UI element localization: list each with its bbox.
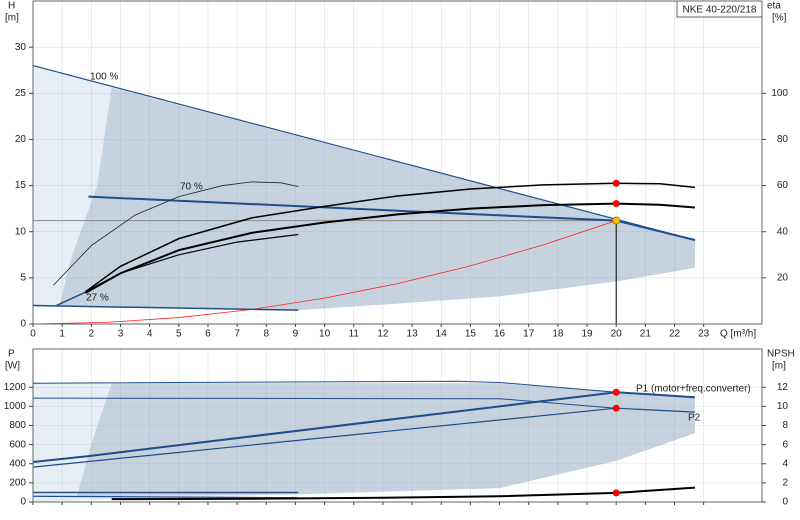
y-axis-label: P <box>8 349 15 360</box>
y-axis-label: H <box>8 1 15 12</box>
x-tick-label: 9 <box>293 329 299 340</box>
y-tick-label: 400 <box>9 458 26 469</box>
operating-point <box>612 404 620 412</box>
y-axis-unit: [m] <box>5 13 19 24</box>
x-tick-label: 0 <box>30 329 36 340</box>
annotation: P2 <box>688 413 701 424</box>
chart-title: NKE 40-220/218 <box>683 5 757 16</box>
y-tick-label: 800 <box>9 420 26 431</box>
y-tick-label: 600 <box>9 439 26 450</box>
title-box <box>676 0 763 18</box>
y-tick-label: 25 <box>15 88 27 99</box>
curve <box>56 290 89 307</box>
x-tick-label: 22 <box>669 329 681 340</box>
x-tick-label: 21 <box>640 329 652 340</box>
curve <box>84 202 696 294</box>
curve <box>85 233 299 293</box>
y-tick-label: 1200 <box>4 382 27 393</box>
y-axis-unit: [W] <box>5 361 20 372</box>
y2-tick-label: 0 <box>782 497 788 508</box>
y-tick-label: 0 <box>20 497 26 508</box>
plot-frame <box>32 0 763 325</box>
x-tick-label: 10 <box>319 329 331 340</box>
x-tick-label: 8 <box>263 329 269 340</box>
y2-tick-label: 8 <box>782 420 788 431</box>
x-tick-label: 7 <box>234 329 240 340</box>
x-tick-label: 23 <box>698 329 710 340</box>
y2-axis-unit: [%] <box>772 13 787 24</box>
x-tick-label: 20 <box>611 329 623 340</box>
y2-tick-label: 4 <box>782 458 788 469</box>
y2-axis-label: eta <box>767 1 781 12</box>
x-tick-label: 14 <box>436 329 448 340</box>
x-tick-label: 4 <box>147 329 153 340</box>
annotation: 27 % <box>86 293 109 304</box>
curve <box>32 65 696 241</box>
operating-point <box>612 216 621 225</box>
curve <box>32 397 617 409</box>
y2-tick-label: 100 <box>771 88 788 99</box>
y2-axis-label: NPSH <box>767 349 795 360</box>
operating-point <box>612 200 620 208</box>
y-tick-label: 5 <box>20 272 26 283</box>
x-tick-label: 15 <box>465 329 477 340</box>
y2-axis-unit: [m] <box>772 361 786 372</box>
operating-point <box>612 179 620 187</box>
curve <box>32 304 299 311</box>
operating-region <box>76 383 695 497</box>
annotation: 100 % <box>90 72 118 83</box>
x-tick-label: 17 <box>523 329 535 340</box>
y-tick-label: 200 <box>9 478 26 489</box>
curve <box>85 182 696 293</box>
x-tick-label: 2 <box>89 329 95 340</box>
x-tick-label: 13 <box>407 329 419 340</box>
y-tick-label: 0 <box>20 319 26 330</box>
y-tick-label: 15 <box>15 180 27 191</box>
x-tick-label: 12 <box>377 329 389 340</box>
annotation: P1 (motor+freq.converter) <box>636 384 751 395</box>
x-tick-label: 6 <box>205 329 211 340</box>
x-tick-label: 16 <box>494 329 506 340</box>
y2-tick-label: 40 <box>777 226 789 237</box>
operating-point <box>612 489 620 497</box>
curve <box>32 495 299 499</box>
curve <box>111 486 695 501</box>
annotation: 70 % <box>180 182 203 193</box>
x-tick-label: 5 <box>176 329 182 340</box>
curve <box>32 391 695 464</box>
x-tick-label: 11 <box>349 329 360 340</box>
x-tick-label: 18 <box>552 329 564 340</box>
curve <box>53 181 299 286</box>
y2-tick-label: 10 <box>777 401 789 412</box>
x-tick-label: 19 <box>581 329 593 340</box>
y2-tick-label: 80 <box>777 134 789 145</box>
y2-tick-label: 2 <box>782 478 788 489</box>
y-tick-label: 10 <box>15 226 27 237</box>
y2-tick-label: 12 <box>777 382 789 393</box>
y2-tick-label: 20 <box>777 272 789 283</box>
x-axis-label: Q [m³/h] <box>720 329 756 340</box>
y-tick-label: 1000 <box>4 401 27 412</box>
y2-tick-label: 60 <box>777 180 789 191</box>
y-tick-label: 20 <box>15 134 27 145</box>
curve <box>32 220 617 325</box>
x-tick-label: 3 <box>118 329 124 340</box>
x-tick-label: 1 <box>59 329 65 340</box>
y2-tick-label: 6 <box>782 439 788 450</box>
y-tick-label: 30 <box>15 42 27 53</box>
operating-point <box>612 388 620 396</box>
